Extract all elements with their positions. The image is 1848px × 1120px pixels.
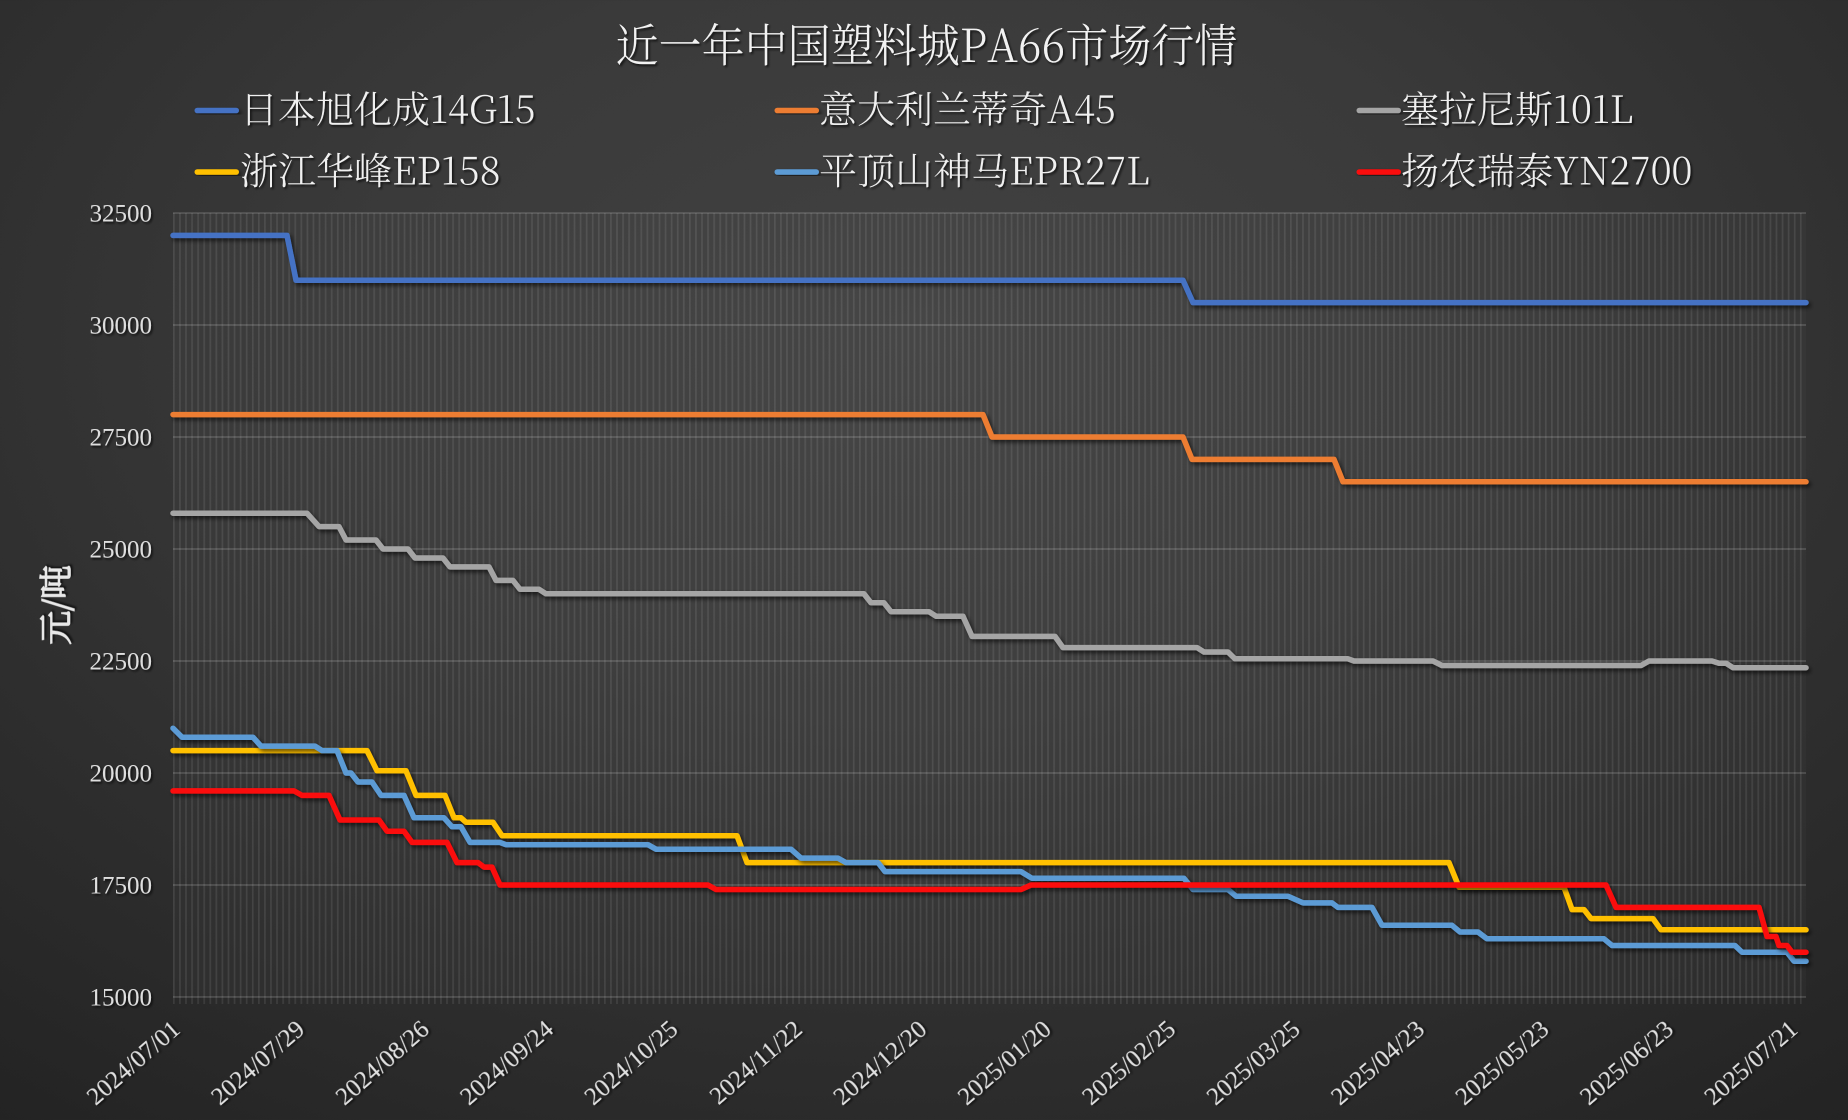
svg-text:2024/12/20: 2024/12/20	[828, 1016, 932, 1111]
svg-text:22500: 22500	[90, 649, 153, 676]
svg-text:2024/07/29: 2024/07/29	[206, 1016, 310, 1111]
svg-text:2024/07/01: 2024/07/01	[82, 1016, 186, 1111]
svg-text:15000: 15000	[90, 985, 153, 1012]
svg-text:2025/07/21: 2025/07/21	[1699, 1016, 1803, 1111]
svg-text:2024/08/26: 2024/08/26	[331, 1016, 435, 1111]
svg-text:20000: 20000	[90, 761, 153, 788]
svg-text:2025/03/25: 2025/03/25	[1202, 1016, 1306, 1111]
svg-text:2025/05/23: 2025/05/23	[1451, 1016, 1555, 1111]
svg-text:2024/09/24: 2024/09/24	[455, 1015, 559, 1110]
svg-text:25000: 25000	[90, 537, 153, 564]
svg-text:17500: 17500	[90, 873, 153, 900]
svg-text:2025/04/23: 2025/04/23	[1326, 1016, 1430, 1111]
svg-text:2024/10/25: 2024/10/25	[580, 1016, 684, 1111]
svg-text:2024/11/22: 2024/11/22	[705, 1016, 808, 1110]
svg-text:30000: 30000	[90, 313, 153, 340]
svg-text:32500: 32500	[90, 201, 153, 228]
svg-text:27500: 27500	[90, 425, 153, 452]
svg-text:2025/06/23: 2025/06/23	[1575, 1016, 1679, 1111]
svg-text:2025/02/25: 2025/02/25	[1077, 1016, 1181, 1111]
svg-text:2025/01/20: 2025/01/20	[953, 1016, 1057, 1111]
